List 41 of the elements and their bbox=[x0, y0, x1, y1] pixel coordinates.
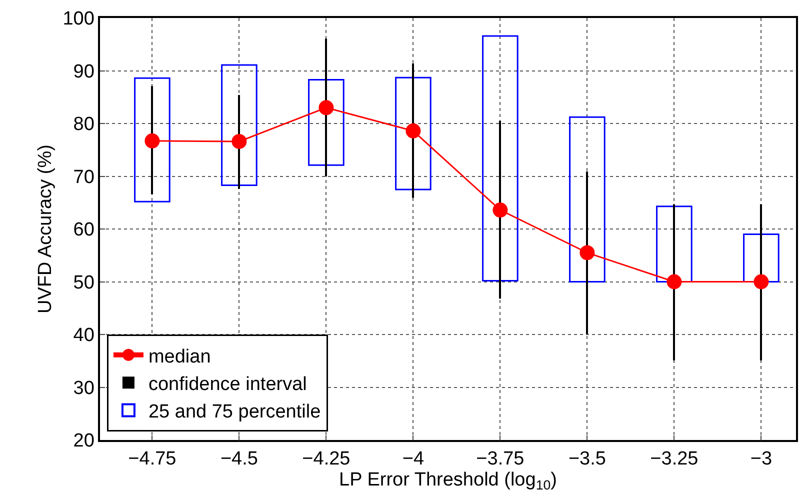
x-tick-label: −3.75 bbox=[476, 448, 524, 470]
bar bbox=[395, 76, 432, 190]
legend-label: median bbox=[148, 346, 211, 368]
x-tick-label: −4.25 bbox=[302, 448, 350, 470]
bar bbox=[760, 204, 762, 360]
point bbox=[492, 202, 508, 218]
y-tick-label: 40 bbox=[73, 325, 94, 346]
point bbox=[406, 123, 421, 138]
bar bbox=[743, 234, 780, 282]
x-tick-label: −4.5 bbox=[220, 448, 258, 470]
bar bbox=[221, 64, 258, 186]
legend-label: 25 and 75 percentile bbox=[148, 402, 321, 423]
y-tick-label: 90 bbox=[73, 61, 94, 82]
x-axis-title: LP Error Threshold (log$_{10}$) bbox=[339, 470, 557, 493]
bar bbox=[134, 77, 170, 202]
bar bbox=[482, 35, 518, 282]
x-tick-label: −4 bbox=[402, 448, 424, 470]
y-tick-label: 60 bbox=[73, 220, 94, 241]
y-tick-label: 100 bbox=[62, 8, 94, 30]
point bbox=[754, 274, 769, 290]
x-tick-label: −3 bbox=[750, 448, 772, 470]
bar bbox=[308, 78, 344, 166]
bar bbox=[656, 206, 692, 282]
point bbox=[580, 245, 595, 260]
y-axis-title: UVFD Accuracy (%) bbox=[35, 144, 56, 314]
point bbox=[144, 133, 160, 148]
y-tick-label: 80 bbox=[73, 114, 94, 136]
x-tick-label: −3.25 bbox=[650, 448, 698, 470]
point bbox=[232, 134, 247, 149]
y-tick-label: 30 bbox=[73, 378, 94, 399]
bar bbox=[569, 116, 606, 282]
y-tick-label: 70 bbox=[73, 166, 94, 188]
y-tick-label: 50 bbox=[73, 272, 94, 294]
bar bbox=[586, 172, 588, 334]
point bbox=[318, 100, 334, 116]
x-tick-label: −3.5 bbox=[568, 448, 606, 470]
bar bbox=[673, 204, 675, 360]
point bbox=[666, 274, 682, 290]
y-tick-label: 20 bbox=[73, 430, 94, 452]
legend-label: confidence interval bbox=[148, 374, 307, 396]
x-tick-label: −4.75 bbox=[128, 448, 176, 470]
